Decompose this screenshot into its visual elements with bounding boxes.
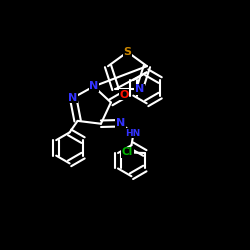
Text: S: S (124, 47, 132, 57)
Text: O: O (119, 90, 128, 100)
Text: N: N (116, 118, 125, 128)
Text: N: N (135, 84, 144, 94)
Text: HN: HN (125, 129, 140, 138)
Text: Cl: Cl (122, 148, 133, 158)
Text: N: N (89, 82, 98, 92)
Text: N: N (68, 93, 78, 103)
